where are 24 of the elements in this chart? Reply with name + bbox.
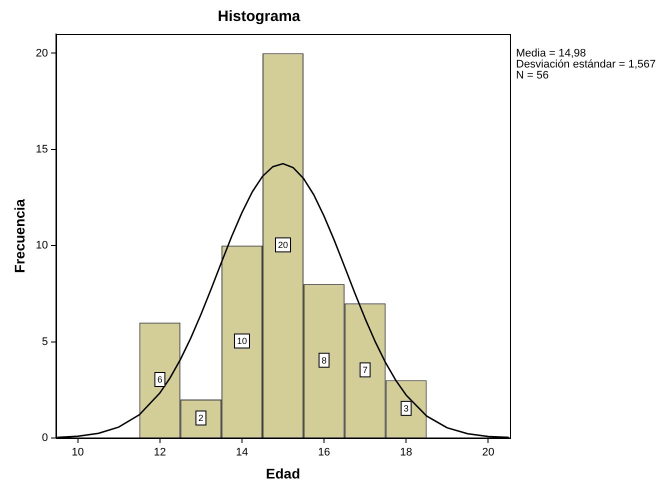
y-tick-label: 5 [42, 336, 48, 348]
y-tick-label: 15 [36, 143, 48, 156]
x-tick-label: 16 [318, 446, 330, 459]
y-tick-label: 20 [36, 47, 48, 60]
x-tick-label: 20 [482, 446, 494, 459]
data-label: 2 [198, 412, 204, 423]
y-tick-label: 0 [42, 432, 48, 444]
y-tick-label: 10 [36, 240, 48, 252]
data-label: 3 [404, 403, 409, 414]
data-label: 6 [157, 374, 162, 385]
y-axis-title: Frecuencia [11, 198, 28, 273]
text: N = 56 [516, 70, 549, 82]
data-label: 8 [322, 355, 327, 366]
x-tick-label: 14 [236, 446, 248, 459]
chart-title: Histograma [218, 8, 301, 26]
x-tick-label: 10 [72, 446, 84, 459]
x-tick-label: 18 [400, 446, 412, 459]
x-axis-title: Edad [266, 465, 300, 482]
x-tick-label: 12 [154, 446, 166, 459]
data-label: 10 [236, 336, 247, 346]
data-label: 7 [362, 364, 368, 375]
data-label: 20 [278, 240, 288, 250]
text: Media = 14,98 [516, 48, 586, 60]
text: Desviación estándar = 1,567 [516, 58, 656, 71]
